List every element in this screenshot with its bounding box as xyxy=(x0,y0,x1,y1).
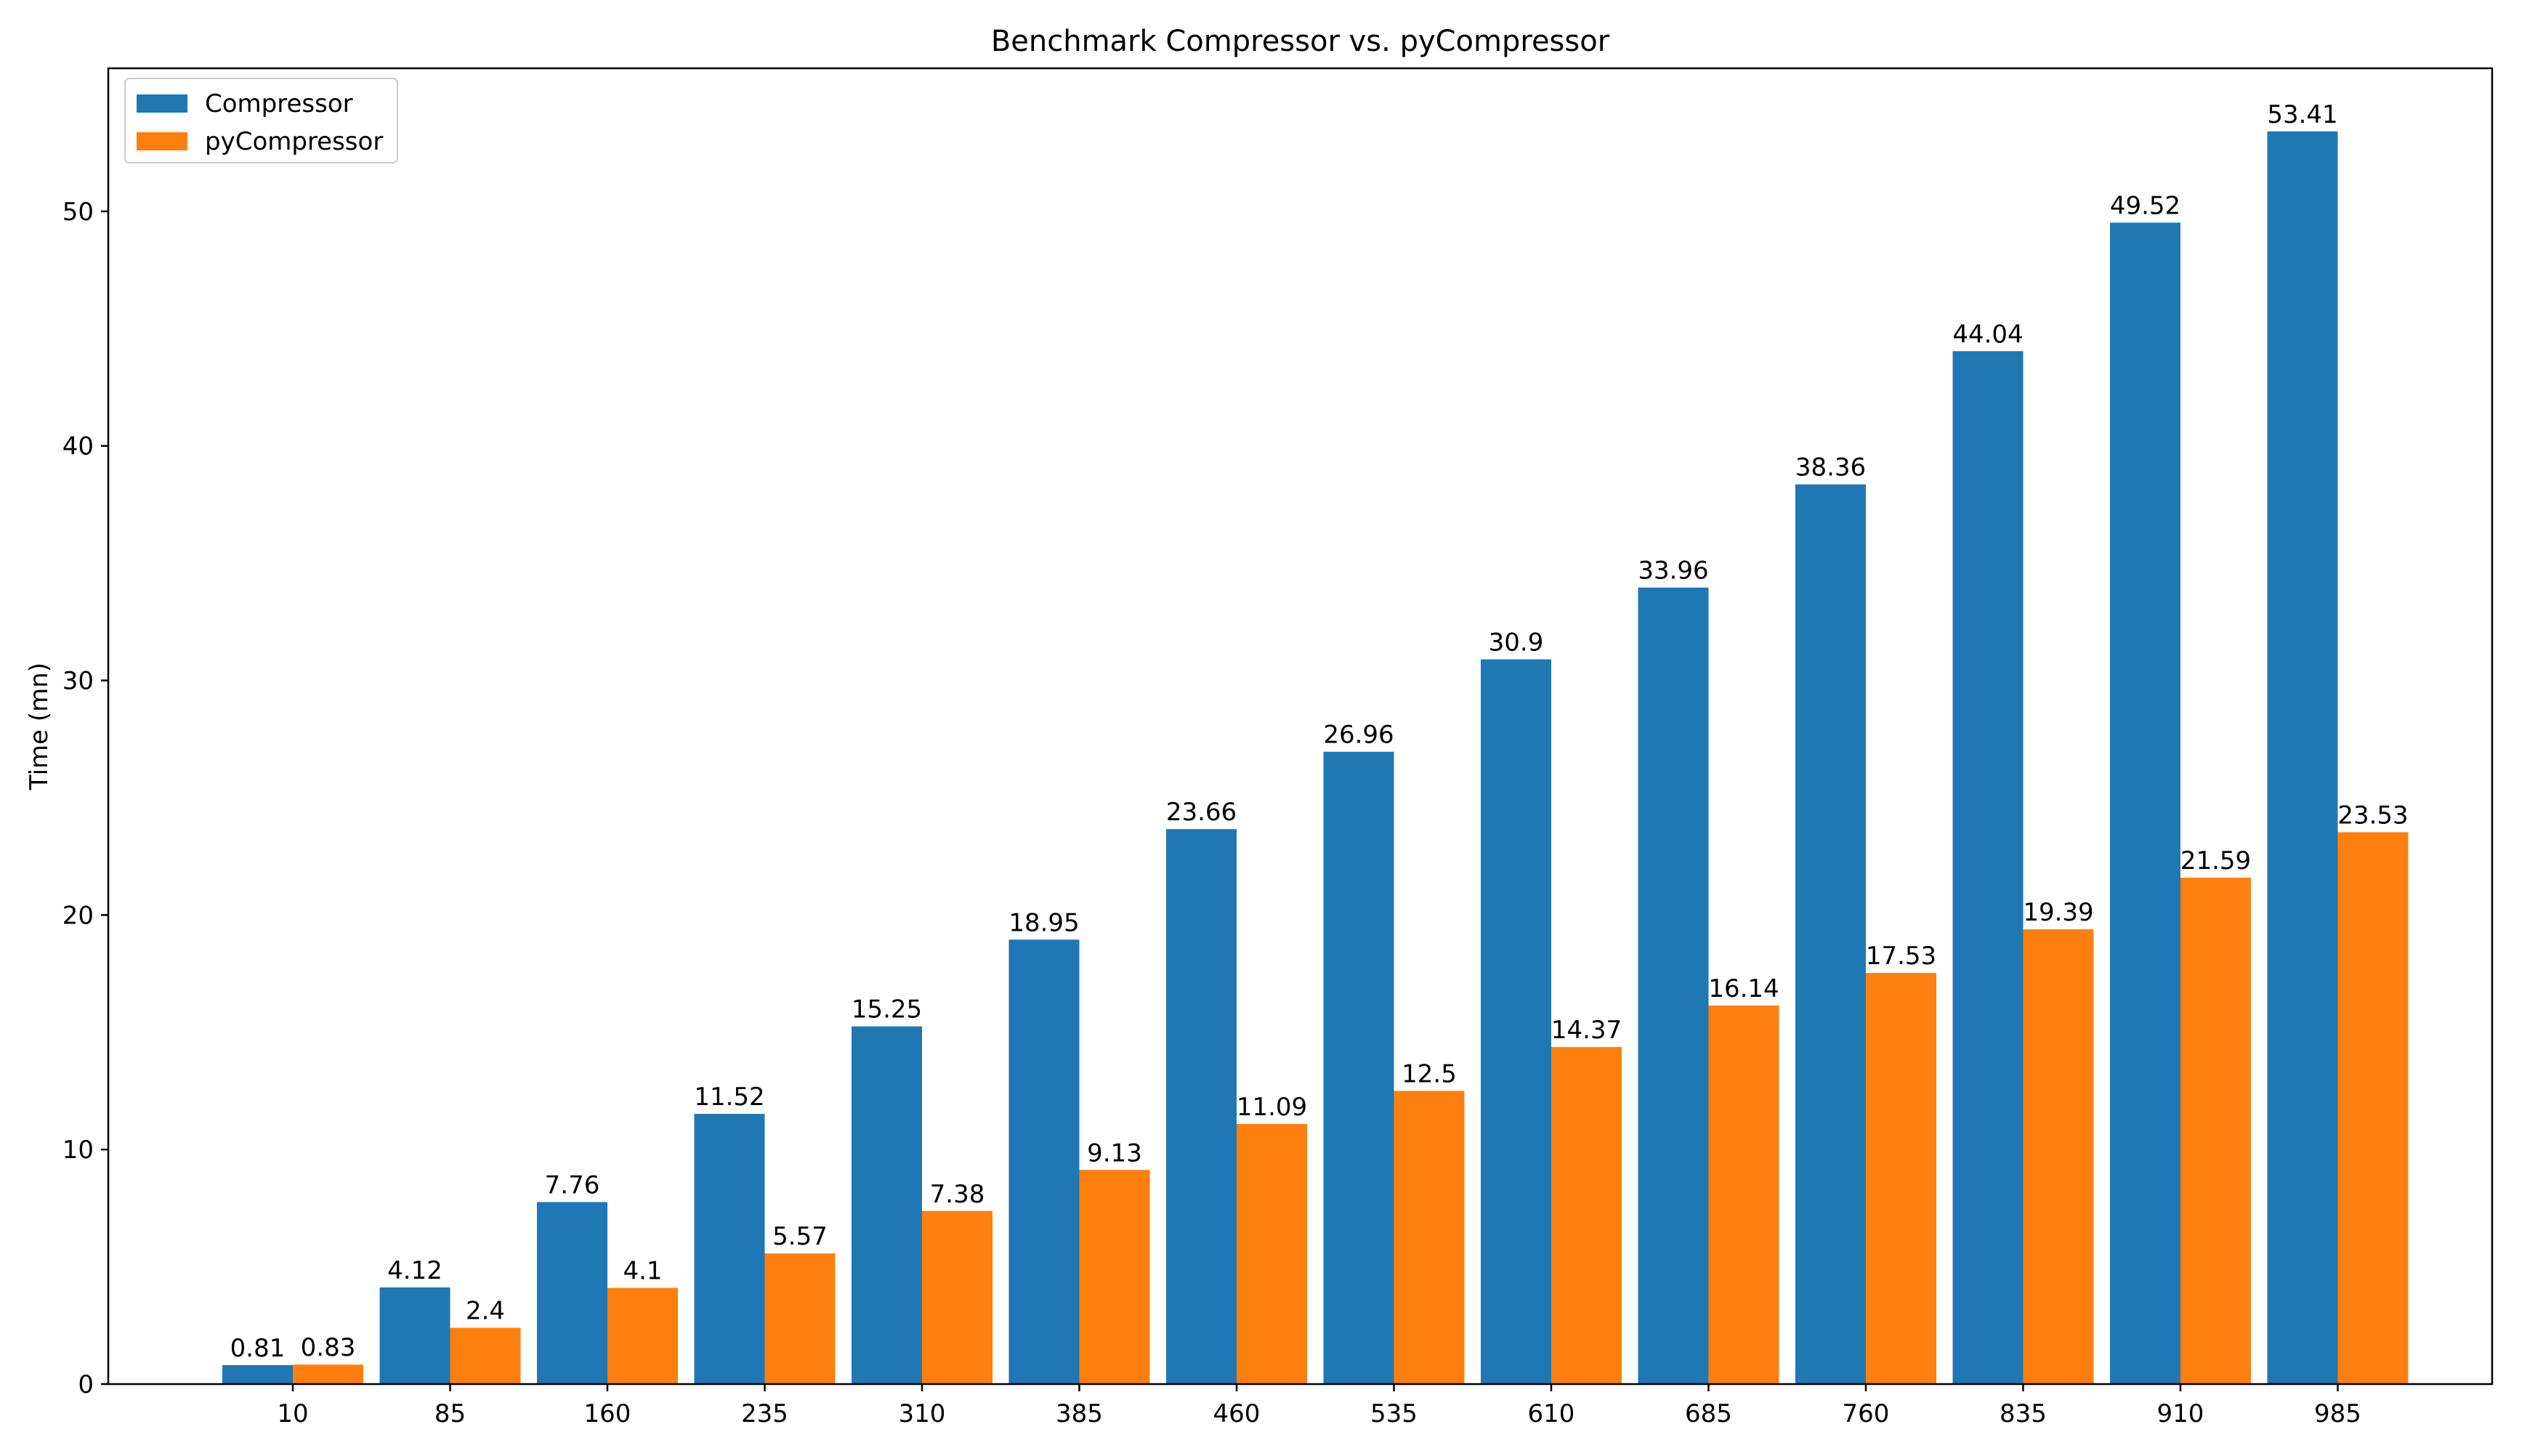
bar-label-compressor-460: 23.66 xyxy=(1166,798,1237,827)
bar-pycompressor-985 xyxy=(2337,832,2409,1384)
y-tick-label: 20 xyxy=(62,901,94,930)
bar-label-pycompressor-235: 5.57 xyxy=(772,1222,828,1251)
bar-pycompressor-610 xyxy=(1551,1047,1622,1384)
x-axis: 10 85 160 235 310 385 460 535 610 685 760 835 910 985 xyxy=(277,1384,2361,1428)
bar-compressor-610 xyxy=(1481,659,1551,1384)
x-tick-label: 910 xyxy=(2157,1399,2204,1428)
bar-compressor-910 xyxy=(2110,222,2180,1384)
x-tick-label: 610 xyxy=(1528,1399,1575,1428)
bar-compressor-310 xyxy=(852,1026,922,1384)
bar-pycompressor-385 xyxy=(1079,1170,1150,1384)
bar-label-pycompressor-310: 7.38 xyxy=(930,1180,985,1209)
x-tick-label: 985 xyxy=(2314,1399,2361,1428)
bar-label-compressor-910: 49.52 xyxy=(2110,191,2180,220)
bar-label-compressor-760: 38.36 xyxy=(1795,453,1866,482)
bars-layer xyxy=(222,131,2409,1384)
y-tick-label: 10 xyxy=(62,1136,94,1165)
plot-frame xyxy=(107,67,2494,1386)
bar-pycompressor-835 xyxy=(2023,929,2094,1384)
x-tick-label: 760 xyxy=(1843,1399,1890,1428)
legend: Compressor pyCompressor xyxy=(124,78,398,163)
legend-box xyxy=(124,78,398,163)
x-tick-label: 835 xyxy=(2000,1399,2047,1428)
bar-label-compressor-835: 44.04 xyxy=(1952,320,2023,349)
bar-label-compressor-610: 30.9 xyxy=(1489,628,1544,657)
x-tick-label: 160 xyxy=(584,1399,631,1428)
x-tick-label: 685 xyxy=(1685,1399,1732,1428)
bar-label-compressor-535: 26.96 xyxy=(1323,721,1394,750)
bar-compressor-160 xyxy=(537,1202,607,1384)
bar-labels-layer: 0.81 4.12 7.76 11.52 15.25 18.95 23.66 26.96 30.… xyxy=(230,100,2409,1363)
bar-label-compressor-10: 0.81 xyxy=(230,1334,286,1363)
bar-compressor-85 xyxy=(379,1287,450,1384)
bar-label-compressor-985: 53.41 xyxy=(2267,100,2337,129)
bar-pycompressor-10 xyxy=(293,1364,363,1384)
legend-label-compressor: Compressor xyxy=(205,89,353,118)
legend-label-pycompressor: pyCompressor xyxy=(205,127,383,156)
bar-pycompressor-910 xyxy=(2180,878,2251,1384)
bar-label-pycompressor-835: 19.39 xyxy=(2023,898,2093,927)
bar-pycompressor-160 xyxy=(607,1287,678,1384)
bar-label-pycompressor-910: 21.59 xyxy=(2180,846,2251,875)
bar-label-compressor-385: 18.95 xyxy=(1008,908,1079,937)
bar-pycompressor-235 xyxy=(764,1253,836,1384)
bar-pycompressor-685 xyxy=(1708,1005,1779,1384)
x-tick-label: 460 xyxy=(1213,1399,1261,1428)
bar-label-compressor-160: 7.76 xyxy=(545,1170,600,1200)
bar-compressor-685 xyxy=(1638,587,1709,1384)
bar-pycompressor-85 xyxy=(450,1327,521,1384)
bar-label-pycompressor-460: 11.09 xyxy=(1237,1093,1307,1122)
x-tick-label: 85 xyxy=(434,1399,466,1428)
bar-compressor-460 xyxy=(1166,829,1237,1384)
bar-label-pycompressor-160: 4.1 xyxy=(623,1257,662,1286)
bar-pycompressor-535 xyxy=(1394,1091,1465,1384)
bar-label-pycompressor-85: 2.4 xyxy=(466,1297,505,1326)
bar-label-compressor-310: 15.25 xyxy=(852,995,922,1024)
y-tick-label: 0 xyxy=(78,1370,94,1399)
y-tick-label: 40 xyxy=(62,432,94,461)
bar-label-pycompressor-685: 16.14 xyxy=(1708,974,1779,1003)
bar-label-pycompressor-760: 17.53 xyxy=(1866,942,1936,971)
bar-pycompressor-460 xyxy=(1237,1123,1307,1384)
y-tick-label: 50 xyxy=(62,198,94,227)
x-tick-label: 535 xyxy=(1370,1399,1418,1428)
x-tick-label: 235 xyxy=(741,1399,788,1428)
bar-compressor-385 xyxy=(1008,939,1080,1384)
bar-label-pycompressor-10: 0.83 xyxy=(301,1333,356,1362)
bar-compressor-760 xyxy=(1795,484,1866,1384)
x-tick-label: 385 xyxy=(1056,1399,1103,1428)
bar-compressor-535 xyxy=(1323,751,1394,1384)
bar-label-pycompressor-535: 12.5 xyxy=(1402,1059,1457,1088)
bar-label-pycompressor-385: 9.13 xyxy=(1087,1138,1142,1168)
bar-label-compressor-85: 4.12 xyxy=(387,1256,442,1285)
x-tick-label: 10 xyxy=(277,1399,308,1428)
bar-label-pycompressor-985: 23.53 xyxy=(2337,801,2408,830)
bar-compressor-10 xyxy=(222,1364,293,1384)
bar-pycompressor-310 xyxy=(922,1210,992,1384)
legend-swatch-pycompressor xyxy=(137,132,187,150)
y-axis-title: Time (mn) xyxy=(25,663,54,790)
x-tick-label: 310 xyxy=(899,1399,946,1428)
bar-label-compressor-235: 11.52 xyxy=(694,1083,764,1112)
bar-label-compressor-685: 33.96 xyxy=(1638,557,1708,586)
bar-label-pycompressor-610: 14.37 xyxy=(1551,1016,1622,1045)
bar-compressor-985 xyxy=(2267,131,2338,1384)
legend-swatch-compressor xyxy=(137,94,187,113)
bar-compressor-235 xyxy=(694,1114,765,1384)
bar-pycompressor-760 xyxy=(1866,973,1936,1384)
chart-title: Benchmark Compressor vs. pyCompressor xyxy=(991,25,1610,58)
y-axis: 0 10 20 30 40 50 xyxy=(62,198,108,1399)
y-tick-label: 30 xyxy=(62,667,94,696)
bar-compressor-835 xyxy=(1952,351,2024,1384)
